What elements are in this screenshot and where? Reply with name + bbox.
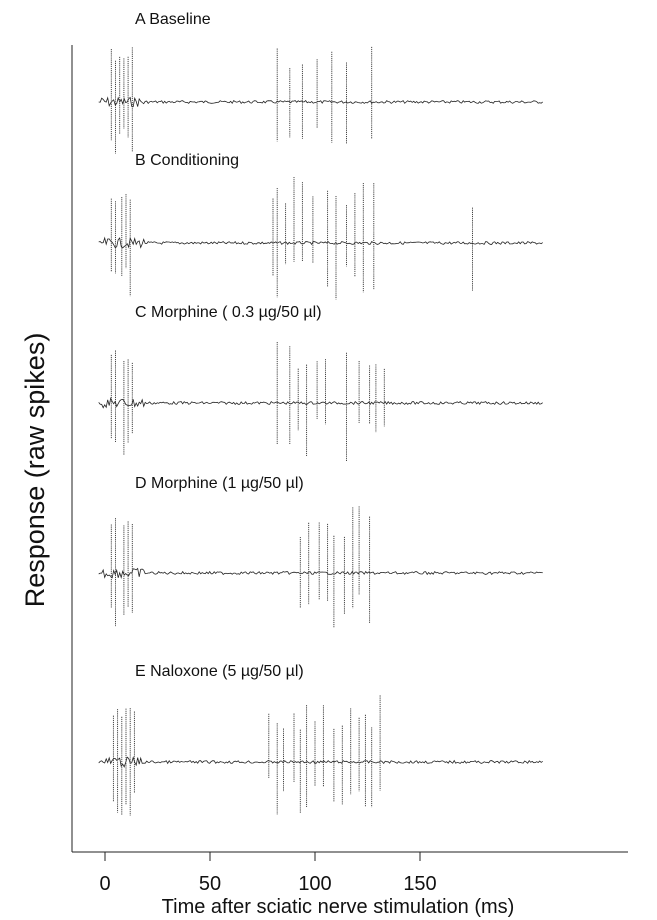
baseline-trace <box>98 236 543 249</box>
x-tick-label-2: 100 <box>298 873 331 895</box>
baseline-trace <box>98 396 543 409</box>
panel-e: E Naloxone (5 µg/50 µl) <box>98 663 543 816</box>
x-axis-title: Time after sciatic nerve stimulation (ms… <box>162 896 515 918</box>
baseline-trace <box>98 96 543 108</box>
x-tick-label-0: 0 <box>99 873 110 895</box>
panel-b: B Conditioning <box>98 152 543 300</box>
x-tick-label-3: 150 <box>403 873 436 895</box>
panel-label: C Morphine ( 0.3 µg/50 µl) <box>135 304 322 321</box>
panel-label: E Naloxone (5 µg/50 µl) <box>135 663 304 680</box>
axes: 0 50 100 150 <box>71 45 628 895</box>
baseline-trace <box>98 567 543 579</box>
panels: A Baseline B Conditioning C Morphine ( 0.3… <box>98 11 543 816</box>
baseline-trace <box>98 755 543 768</box>
panel-d: D Morphine (1 µg/50 µl) <box>98 475 543 628</box>
y-axis-title: Response (raw spikes) <box>20 333 50 608</box>
x-tick-label-1: 50 <box>199 873 221 895</box>
panel-a: A Baseline <box>98 11 543 154</box>
panel-label: A Baseline <box>135 11 211 28</box>
panel-label: B Conditioning <box>135 152 239 169</box>
panel-c: C Morphine ( 0.3 µg/50 µl) <box>98 304 543 462</box>
panel-label: D Morphine (1 µg/50 µl) <box>135 475 304 492</box>
